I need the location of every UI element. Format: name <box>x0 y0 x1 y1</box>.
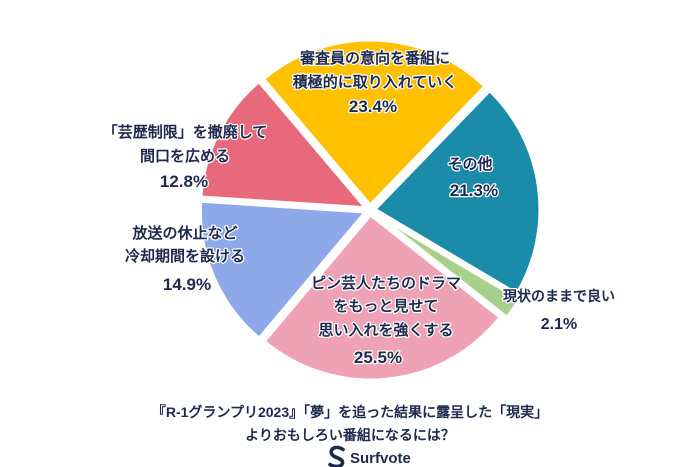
slice-6-value-label: 12.8% <box>160 172 208 191</box>
slice-5-label-line-1: 放送の休止など <box>131 224 237 242</box>
chart-title: 『R-1グランプリ2023』「夢」を追った結果に露呈した「現実」 よりおもしろい… <box>152 404 548 443</box>
pie-slice-4 <box>262 213 502 382</box>
slice-1-value-label: 23.4% <box>349 97 397 116</box>
pie-slice-5 <box>198 199 367 340</box>
pie-slice-1 <box>262 38 487 207</box>
slice-4-value-label: 25.5% <box>354 348 402 367</box>
pie-slices <box>198 38 542 382</box>
slice-5-label-line-2: 冷却期間を設ける <box>125 247 245 265</box>
slice-3-label-line-1: 現状のままで良い <box>503 288 615 304</box>
surfvote-logo: Surfvote <box>328 445 411 467</box>
chart-title-line-1: 『R-1グランプリ2023』「夢」を追った結果に露呈した「現実」 <box>152 404 548 420</box>
slice-4-label-line-1: ピン芸人たちのドラマ <box>311 274 461 292</box>
slice-2-value-label: 21.3% <box>450 181 498 200</box>
chart-title-line-2: よりおもしろい番組になるには？ <box>245 427 455 443</box>
slice-4-label-line-2: をもっと見せて <box>333 298 438 315</box>
slice-3-value-label: 2.1% <box>541 316 577 333</box>
slice-4-label-line-3: 思い入れを強くする <box>318 321 453 339</box>
pie-slice-2 <box>373 89 542 296</box>
slice-2-label-line-1: その他 <box>447 155 492 173</box>
slice-5-value-label: 14.9% <box>163 275 211 294</box>
pie-slice-3 <box>375 213 521 319</box>
slice-6-label-line-1: 「芸歴制限」を撤廃して <box>103 123 268 141</box>
slice-1-label-line-1: 審査員の意向を番組に <box>299 49 450 67</box>
surfvote-logo-icon <box>328 445 345 467</box>
pie-slice-6 <box>199 80 368 210</box>
slice-1-label-line-2: 積極的に取り入れていく <box>292 73 458 91</box>
slice-6-label-line-2: 間口を広める <box>140 147 230 165</box>
surfvote-logo-text: Surfvote <box>350 450 411 467</box>
